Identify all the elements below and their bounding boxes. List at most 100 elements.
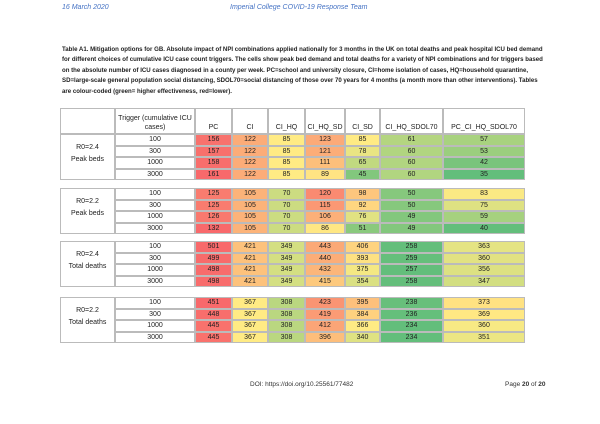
trigger-cell: 3000 xyxy=(115,331,195,343)
value-cell: 105 xyxy=(232,199,268,211)
value-cell: 49 xyxy=(380,211,443,223)
column-header: CI_HQ xyxy=(268,108,305,134)
value-cell: 106 xyxy=(305,211,345,223)
value-cell: 451 xyxy=(195,297,232,309)
value-cell: 85 xyxy=(345,134,380,146)
value-cell: 445 xyxy=(195,331,232,343)
column-header: CI_HQ_SDOL70 xyxy=(380,108,443,134)
value-cell: 126 xyxy=(195,211,232,223)
value-cell: 360 xyxy=(443,252,525,264)
trigger-cell: 3000 xyxy=(115,168,195,180)
value-cell: 70 xyxy=(268,211,305,223)
value-cell: 396 xyxy=(305,331,345,343)
value-cell: 258 xyxy=(380,241,443,253)
value-cell: 238 xyxy=(380,297,443,309)
value-cell: 85 xyxy=(268,134,305,146)
value-cell: 257 xyxy=(380,264,443,276)
measure-label: Total deaths xyxy=(68,319,107,326)
page-of: of xyxy=(531,381,537,388)
value-cell: 349 xyxy=(268,241,305,253)
value-cell: 234 xyxy=(380,320,443,332)
value-cell: 421 xyxy=(232,264,268,276)
value-cell: 65 xyxy=(345,157,380,169)
value-cell: 157 xyxy=(195,145,232,157)
block-label-cell xyxy=(60,134,115,180)
value-cell: 50 xyxy=(380,188,443,200)
value-cell: 60 xyxy=(380,168,443,180)
trigger-cell: 100 xyxy=(115,134,195,146)
value-cell: 45 xyxy=(345,168,380,180)
caption: Table A1. Mitigation options for GB. Abs… xyxy=(62,45,546,97)
value-cell: 70 xyxy=(268,199,305,211)
trigger-cell: 300 xyxy=(115,252,195,264)
column-header: CI_SD xyxy=(345,108,380,134)
measure-label: Total deaths xyxy=(68,263,107,270)
value-cell: 354 xyxy=(345,275,380,287)
value-cell: 53 xyxy=(443,145,525,157)
value-cell: 351 xyxy=(443,331,525,343)
value-cell: 83 xyxy=(443,188,525,200)
trigger-cell: 100 xyxy=(115,297,195,309)
value-cell: 393 xyxy=(345,252,380,264)
value-cell: 421 xyxy=(232,241,268,253)
header-date: 16 March 2020 xyxy=(62,4,109,11)
scenario-label: R0=2.2 xyxy=(76,198,99,205)
value-cell: 35 xyxy=(443,168,525,180)
value-cell: 259 xyxy=(380,252,443,264)
value-cell: 86 xyxy=(305,222,345,234)
scenario-label: R0=2.4 xyxy=(76,251,99,258)
value-cell: 42 xyxy=(443,157,525,169)
value-cell: 123 xyxy=(305,134,345,146)
value-cell: 415 xyxy=(305,275,345,287)
trigger-cell: 3000 xyxy=(115,275,195,287)
value-cell: 412 xyxy=(305,320,345,332)
value-cell: 308 xyxy=(268,308,305,320)
value-cell: 498 xyxy=(195,264,232,276)
header-corner xyxy=(60,108,115,134)
value-cell: 125 xyxy=(195,199,232,211)
value-cell: 308 xyxy=(268,297,305,309)
value-cell: 121 xyxy=(305,145,345,157)
page-number: 20 xyxy=(522,381,530,388)
block-label-cell xyxy=(60,241,115,287)
value-cell: 445 xyxy=(195,320,232,332)
value-cell: 156 xyxy=(195,134,232,146)
value-cell: 61 xyxy=(380,134,443,146)
value-cell: 98 xyxy=(345,188,380,200)
trigger-cell: 300 xyxy=(115,199,195,211)
value-cell: 161 xyxy=(195,168,232,180)
value-cell: 367 xyxy=(232,297,268,309)
value-cell: 60 xyxy=(380,145,443,157)
value-cell: 158 xyxy=(195,157,232,169)
trigger-cell: 100 xyxy=(115,188,195,200)
page-word: Page xyxy=(505,381,521,388)
trigger-cell: 1000 xyxy=(115,320,195,332)
value-cell: 367 xyxy=(232,308,268,320)
page-total: 20 xyxy=(538,381,546,388)
value-cell: 349 xyxy=(268,264,305,276)
caption-text: Absolute impact of NPI combinations appl… xyxy=(62,46,543,95)
value-cell: 122 xyxy=(232,145,268,157)
value-cell: 105 xyxy=(232,222,268,234)
column-header: CI_HQ_SD xyxy=(305,108,345,134)
value-cell: 59 xyxy=(443,211,525,223)
value-cell: 120 xyxy=(305,188,345,200)
footer-page: Page 20 of 20 xyxy=(505,381,546,388)
value-cell: 373 xyxy=(443,297,525,309)
footer-doi: DOI: https://doi.org/10.25561/77482 xyxy=(250,381,354,388)
value-cell: 122 xyxy=(232,134,268,146)
value-cell: 440 xyxy=(305,252,345,264)
value-cell: 57 xyxy=(443,134,525,146)
value-cell: 49 xyxy=(380,222,443,234)
trigger-cell: 3000 xyxy=(115,222,195,234)
value-cell: 419 xyxy=(305,308,345,320)
value-cell: 308 xyxy=(268,320,305,332)
value-cell: 122 xyxy=(232,157,268,169)
value-cell: 356 xyxy=(443,264,525,276)
value-cell: 443 xyxy=(305,241,345,253)
value-cell: 421 xyxy=(232,275,268,287)
value-cell: 375 xyxy=(345,264,380,276)
value-cell: 406 xyxy=(345,241,380,253)
value-cell: 423 xyxy=(305,297,345,309)
